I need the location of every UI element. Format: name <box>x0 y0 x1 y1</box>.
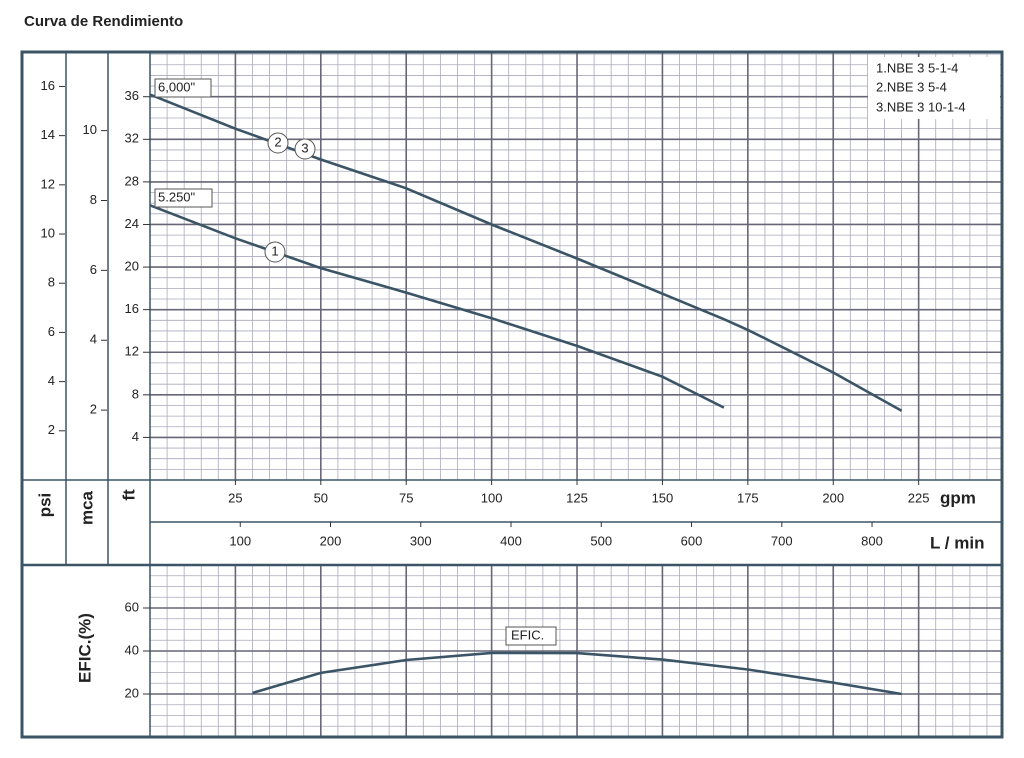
y-tick-label: 8 <box>132 386 139 401</box>
y-tick-label: 24 <box>125 216 139 231</box>
x-tick-label: 225 <box>908 490 930 505</box>
outer-frame <box>20 50 1004 739</box>
y-tick-label: 4 <box>48 373 55 388</box>
chart-title: Curva de Rendimiento <box>24 13 183 30</box>
curve <box>252 651 902 696</box>
axis-label: EFIC.(%) <box>75 613 94 683</box>
legend-box <box>868 57 1000 119</box>
y-tick-label: 20 <box>125 259 139 274</box>
y-tick-label: 10 <box>83 122 97 137</box>
x-tick-label: 25 <box>228 490 242 505</box>
x-tick-label: 100 <box>229 533 251 548</box>
y-tick-label: 32 <box>125 131 139 146</box>
axis-label: mca <box>77 490 96 525</box>
y-tick-label: 8 <box>90 192 97 207</box>
x-tick-label: 200 <box>822 490 844 505</box>
legend-entry: 3.NBE 3 10-1-4 <box>876 99 966 114</box>
y-tick-label: 16 <box>125 301 139 316</box>
axis-label: psi <box>35 493 54 518</box>
x-tick-label: 125 <box>566 490 588 505</box>
series-label: 6,000" <box>158 79 196 94</box>
y-tick-label: 40 <box>125 642 139 657</box>
x-tick-label: 100 <box>481 490 503 505</box>
series-label: EFIC. <box>511 627 544 642</box>
curve-badge <box>264 241 286 263</box>
x-tick-label: 600 <box>681 533 703 548</box>
y-tick-label: 2 <box>90 402 97 417</box>
x-tick-label: 75 <box>399 490 413 505</box>
x-tick-label: 500 <box>590 533 612 548</box>
x-tick-label: 200 <box>320 533 342 548</box>
y-tick-label: 6 <box>90 262 97 277</box>
y-tick-label: 20 <box>125 685 139 700</box>
x-tick-label: 400 <box>500 533 522 548</box>
frame <box>20 50 1004 739</box>
x-tick-label: 700 <box>771 533 793 548</box>
label-box <box>505 626 557 646</box>
y-tick-label: 8 <box>48 275 55 290</box>
y-tick-label: 28 <box>125 173 139 188</box>
marks <box>149 93 903 696</box>
curve-number: 1 <box>271 243 278 258</box>
x-tick-label: 50 <box>314 490 328 505</box>
x-tick-label: 300 <box>410 533 432 548</box>
y-tick-label: 6 <box>48 324 55 339</box>
y-tick-label: 12 <box>125 344 139 359</box>
legend-entry: 1.NBE 3 5-1-4 <box>876 60 958 75</box>
label-box <box>154 78 212 98</box>
y-tick-label: 14 <box>41 127 55 142</box>
curve-annotations: 6,000" 5.250" 1 2 3 EFIC. <box>154 78 557 646</box>
curve-badge <box>294 138 316 160</box>
y-tick-label: 16 <box>41 78 55 93</box>
y-tick-label: 2 <box>48 422 55 437</box>
x-tick-label: 175 <box>737 490 759 505</box>
x-tick-label: 800 <box>861 533 883 548</box>
y-tick-label: 4 <box>90 332 97 347</box>
axis-label: ft <box>119 489 138 501</box>
legend: 1.NBE 3 5-1-4 2.NBE 3 5-4 3.NBE 3 10-1-4 <box>868 57 1000 119</box>
y-tick-label: 60 <box>125 599 139 614</box>
grid <box>150 52 1002 737</box>
axis-label: L / min <box>930 533 984 552</box>
curve-number: 3 <box>301 140 308 155</box>
legend-entry: 2.NBE 3 5-4 <box>876 79 947 94</box>
y-tick-label: 4 <box>132 429 139 444</box>
curve <box>149 204 725 409</box>
series-label: 5.250" <box>158 189 196 204</box>
x-tick-label: 150 <box>652 490 674 505</box>
axis-label: gpm <box>940 488 976 507</box>
curve <box>149 93 903 412</box>
y-tick-label: 36 <box>125 88 139 103</box>
curve-number: 2 <box>274 134 281 149</box>
label-box <box>154 188 213 208</box>
y-tick-label: 10 <box>41 225 55 240</box>
curve-badge <box>267 132 289 154</box>
y-tick-label: 12 <box>41 176 55 191</box>
